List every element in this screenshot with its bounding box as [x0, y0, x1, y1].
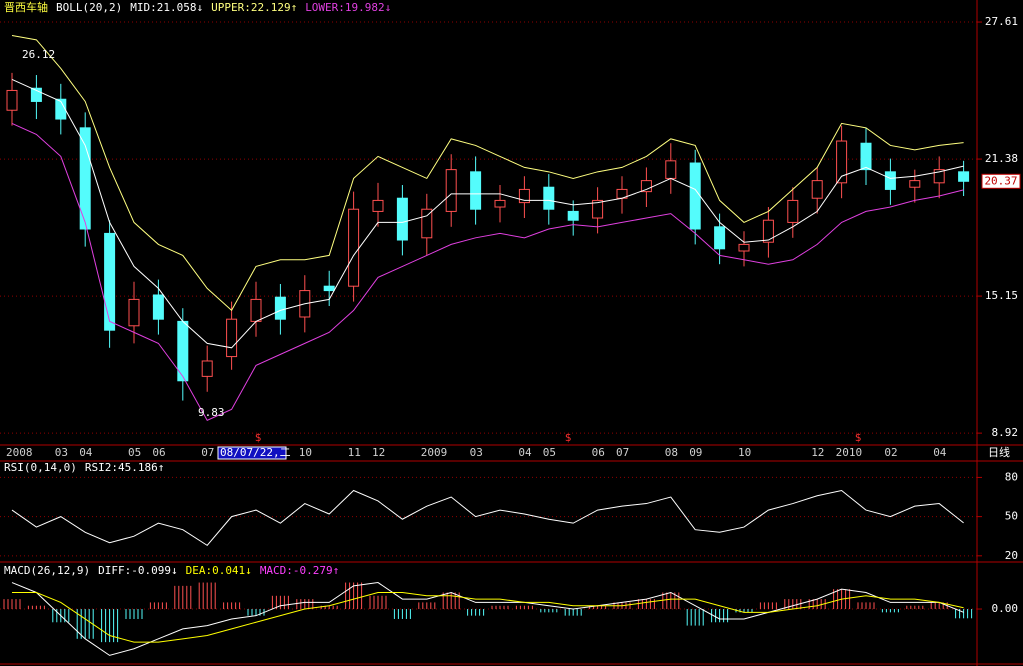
x-tick-label: 12	[811, 446, 824, 459]
x-tick-label: 10	[738, 446, 751, 459]
event-marker: $	[255, 431, 262, 444]
candle-body	[348, 208, 360, 287]
candle-body	[79, 127, 91, 230]
candle-body	[689, 162, 701, 230]
x-tick-label: 07	[201, 446, 214, 459]
x-tick-label: 10	[299, 446, 312, 459]
candle-body	[445, 169, 457, 212]
candle-body	[55, 98, 67, 120]
cursor-label: 08/07/22,二	[220, 446, 291, 459]
series-line	[11, 489, 964, 547]
legend-entry: BOLL(20,2)	[56, 1, 122, 14]
candle-body	[567, 210, 579, 221]
x-tick-label: 06	[152, 446, 165, 459]
x-tick-label: 05	[128, 446, 141, 459]
candle-body	[323, 285, 335, 292]
candle-body	[274, 296, 286, 320]
legend-entry: MACD(26,12,9)	[4, 564, 90, 577]
candle-body	[128, 298, 140, 327]
y-tick-label: 0.00	[992, 602, 1019, 615]
legend-entry: DIFF:-0.099↓	[98, 564, 177, 577]
series-line	[11, 34, 964, 312]
x-tick-label: 04	[518, 446, 532, 459]
cursor-box	[217, 446, 287, 460]
last-price-box	[981, 173, 1021, 189]
low-label: 9.83	[198, 406, 225, 419]
candle-body	[592, 199, 604, 219]
candle-body	[836, 140, 848, 184]
legend-entry: 晋西车轴	[4, 0, 48, 14]
candle-body	[6, 89, 18, 111]
candle-body	[396, 197, 408, 241]
x-tick-label: 2010	[836, 446, 863, 459]
candle-body	[884, 171, 896, 190]
period-label[interactable]: 日线	[988, 445, 1010, 459]
series-line	[11, 122, 964, 422]
candle-body	[250, 298, 262, 322]
x-tick-label: 04	[79, 446, 93, 459]
x-tick-label: 05	[543, 446, 556, 459]
candle-body	[714, 226, 726, 250]
candle-body	[762, 219, 774, 243]
candle-body	[665, 160, 677, 179]
candle-body	[372, 199, 384, 212]
candle-body	[421, 208, 433, 239]
candle-body	[201, 360, 213, 377]
x-tick-label: 07	[616, 446, 629, 459]
series-line	[11, 582, 964, 656]
y-tick-label: 50	[1005, 510, 1018, 523]
candle-body	[958, 171, 970, 182]
event-marker: $	[565, 431, 572, 444]
candle-body	[470, 171, 482, 210]
candle-body	[152, 294, 164, 320]
x-tick-label: 12	[372, 446, 385, 459]
candle-body	[226, 318, 238, 358]
x-tick-label: 04	[933, 446, 947, 459]
y-tick-label: 21.38	[985, 152, 1018, 165]
series-line	[11, 78, 964, 349]
y-tick-label: 15.15	[985, 289, 1018, 302]
legend-entry: LOWER:19.982↓	[305, 1, 391, 14]
last-price: 20.37	[984, 174, 1017, 187]
candle-body	[30, 87, 42, 102]
x-tick-label: 03	[470, 446, 483, 459]
candle-body	[860, 142, 872, 171]
candle-body	[738, 243, 750, 252]
legend-entry: MID:21.058↓	[130, 1, 203, 14]
y-tick-label: 20	[1005, 549, 1018, 562]
legend-entry: RSI(0,14,0)	[4, 461, 77, 474]
y-tick-label: 8.92	[992, 426, 1019, 439]
candle-body	[811, 180, 823, 199]
candle-body	[909, 180, 921, 188]
series-line	[12, 591, 964, 643]
candle-body	[640, 180, 652, 193]
legend-entry: MACD:-0.279↑	[260, 564, 339, 577]
x-tick-label: 08	[665, 446, 678, 459]
x-tick-label: 2008	[6, 446, 33, 459]
high-label: 26.12	[22, 48, 55, 61]
x-tick-label: 02	[884, 446, 897, 459]
y-tick-label: 27.61	[985, 15, 1018, 28]
legend-entry: UPPER:22.129↑	[211, 1, 297, 14]
candle-body	[933, 169, 945, 184]
y-tick-label: 80	[1005, 470, 1018, 483]
candle-body	[543, 186, 555, 210]
candle-body	[787, 199, 799, 223]
candle-body	[494, 199, 506, 208]
candle-body	[518, 188, 530, 204]
x-tick-label: 06	[592, 446, 605, 459]
x-tick-label: 09	[689, 446, 702, 459]
x-tick-label: 03	[55, 446, 68, 459]
legend-entry: RSI2:45.186↑	[85, 461, 164, 474]
x-tick-label: 11	[348, 446, 361, 459]
x-tick-label: 2009	[421, 446, 448, 459]
candle-body	[104, 232, 116, 331]
event-marker: $	[855, 431, 862, 444]
legend-entry: DEA:0.041↓	[186, 564, 252, 577]
